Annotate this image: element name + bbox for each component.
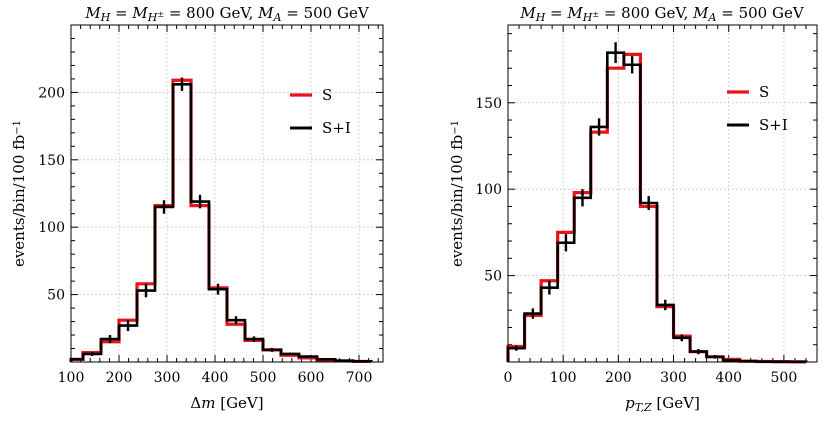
x-tick-label: 0 <box>504 370 513 386</box>
y-tick-label: 150 <box>38 153 65 169</box>
x-axis-label: Δm [GeV] <box>190 394 263 412</box>
x-tick-label: 100 <box>58 370 85 386</box>
plot-frame <box>70 24 384 363</box>
x-axis-label: pT,Z [GeV] <box>625 394 700 414</box>
y-tick-label: 150 <box>475 96 502 112</box>
x-tick-label: 100 <box>550 370 577 386</box>
x-tick-label: 700 <box>346 370 373 386</box>
x-tick-label: 300 <box>154 370 181 386</box>
y-tick-label: 50 <box>484 269 502 285</box>
x-tick-label: 200 <box>106 370 133 386</box>
series-s-plus-i-histogram <box>506 51 808 364</box>
plot-frame <box>507 24 818 363</box>
legend-label-s: S <box>759 83 769 101</box>
chart-title: MH = MH± = 800 GeV, MA = 500 GeV <box>84 4 370 24</box>
x-tick-label: 600 <box>298 370 325 386</box>
chart-title: MH = MH± = 800 GeV, MA = 500 GeV <box>519 4 805 24</box>
chart-delta-m: 100 200 300 400 500 600 700 50 100 150 200 MH = MH±… <box>10 4 384 412</box>
x-tick-label: 500 <box>250 370 277 386</box>
x-tick-label: 200 <box>605 370 632 386</box>
legend: S S+I <box>290 86 351 137</box>
x-tick-label: 400 <box>715 370 742 386</box>
legend-label-s: S <box>322 86 332 104</box>
x-tick-label: 300 <box>660 370 687 386</box>
y-tick-label: 200 <box>38 85 65 101</box>
y-axis-label: events/bin/100 fb−1 <box>10 120 28 267</box>
x-tick-label: 500 <box>771 370 798 386</box>
y-tick-label: 100 <box>38 220 65 236</box>
legend-label-s-plus-i: S+I <box>759 116 788 134</box>
x-tick-label: 400 <box>202 370 229 386</box>
legend: S S+I <box>727 83 788 134</box>
y-axis-label: events/bin/100 fb−1 <box>448 120 466 267</box>
y-tick-label: 50 <box>47 288 65 304</box>
y-tick-label: 100 <box>475 182 502 198</box>
legend-label-s-plus-i: S+I <box>322 119 351 137</box>
chart-pt-z: 0 100 200 300 400 500 50 100 150 MH = MH± = 800 G… <box>448 4 818 414</box>
